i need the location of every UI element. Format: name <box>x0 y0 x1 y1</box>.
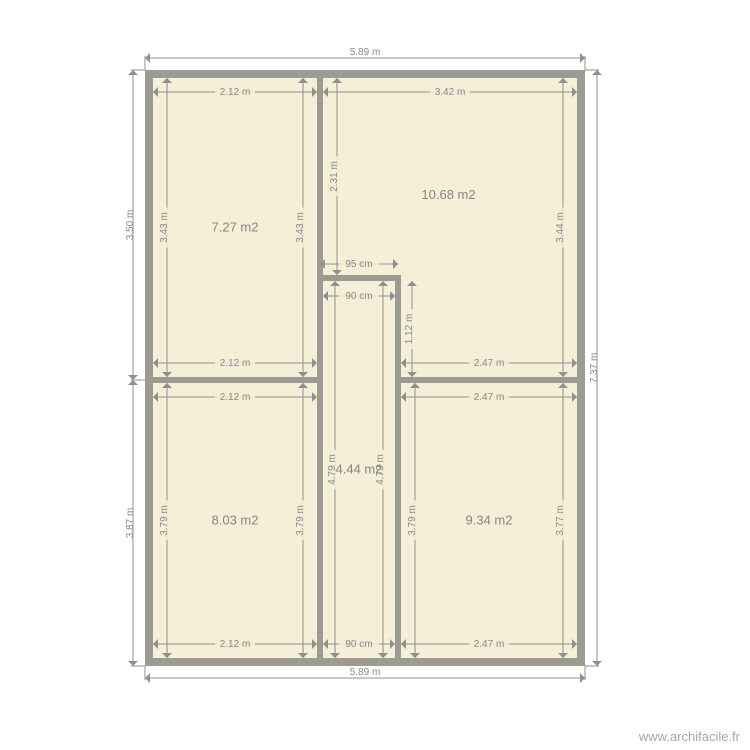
svg-text:3.43 m: 3.43 m <box>159 212 170 243</box>
wall-h-left <box>153 377 320 383</box>
svg-text:1.12 m: 1.12 m <box>404 314 415 345</box>
wall-v-bot-right <box>395 377 401 661</box>
svg-text:3.43 m: 3.43 m <box>295 212 306 243</box>
svg-text:2.12 m: 2.12 m <box>220 392 251 403</box>
svg-text:3.42 m: 3.42 m <box>435 87 466 98</box>
svg-text:2.12 m: 2.12 m <box>220 639 251 650</box>
area-top-left: 7.27 m2 <box>212 220 259 235</box>
wall-v-top <box>317 78 323 278</box>
area-bot-right: 9.34 m2 <box>466 513 513 528</box>
svg-text:5.89 m: 5.89 m <box>350 47 381 58</box>
wall-corridor-right <box>395 275 401 383</box>
watermark-text: www.archifacile.fr <box>639 729 740 744</box>
area-bot-mid: 4.44 m2 <box>336 462 383 477</box>
svg-text:3.50 m: 3.50 m <box>125 210 136 241</box>
svg-text:5.89 m: 5.89 m <box>350 667 381 678</box>
svg-text:3.87 m: 3.87 m <box>125 508 136 539</box>
svg-text:3.79 m: 3.79 m <box>407 505 418 536</box>
area-top-right: 10.68 m2 <box>421 187 475 202</box>
svg-text:2.47 m: 2.47 m <box>474 358 505 369</box>
wall-corridor-top <box>317 275 401 281</box>
svg-text:90 cm: 90 cm <box>345 639 372 650</box>
svg-text:3.77 m: 3.77 m <box>555 505 566 536</box>
svg-text:2.47 m: 2.47 m <box>474 639 505 650</box>
svg-text:3.79 m: 3.79 m <box>159 505 170 536</box>
svg-text:7.37 m: 7.37 m <box>589 353 600 384</box>
svg-text:2.31 m: 2.31 m <box>329 161 340 192</box>
svg-text:90 cm: 90 cm <box>345 291 372 302</box>
svg-text:2.12 m: 2.12 m <box>220 87 251 98</box>
wall-h-right <box>398 377 577 383</box>
area-bot-left: 8.03 m2 <box>212 513 259 528</box>
svg-text:2.12 m: 2.12 m <box>220 358 251 369</box>
wall-v-bot-left <box>317 275 323 658</box>
svg-text:2.47 m: 2.47 m <box>474 392 505 403</box>
svg-text:3.79 m: 3.79 m <box>295 505 306 536</box>
floorplan-canvas: 2.12 m 2.12 m 3.43 m 3.43 m 3.42 m 2.31 m 3.44… <box>0 0 750 750</box>
svg-text:3.44 m: 3.44 m <box>555 212 566 243</box>
svg-text:95 cm: 95 cm <box>345 259 372 270</box>
